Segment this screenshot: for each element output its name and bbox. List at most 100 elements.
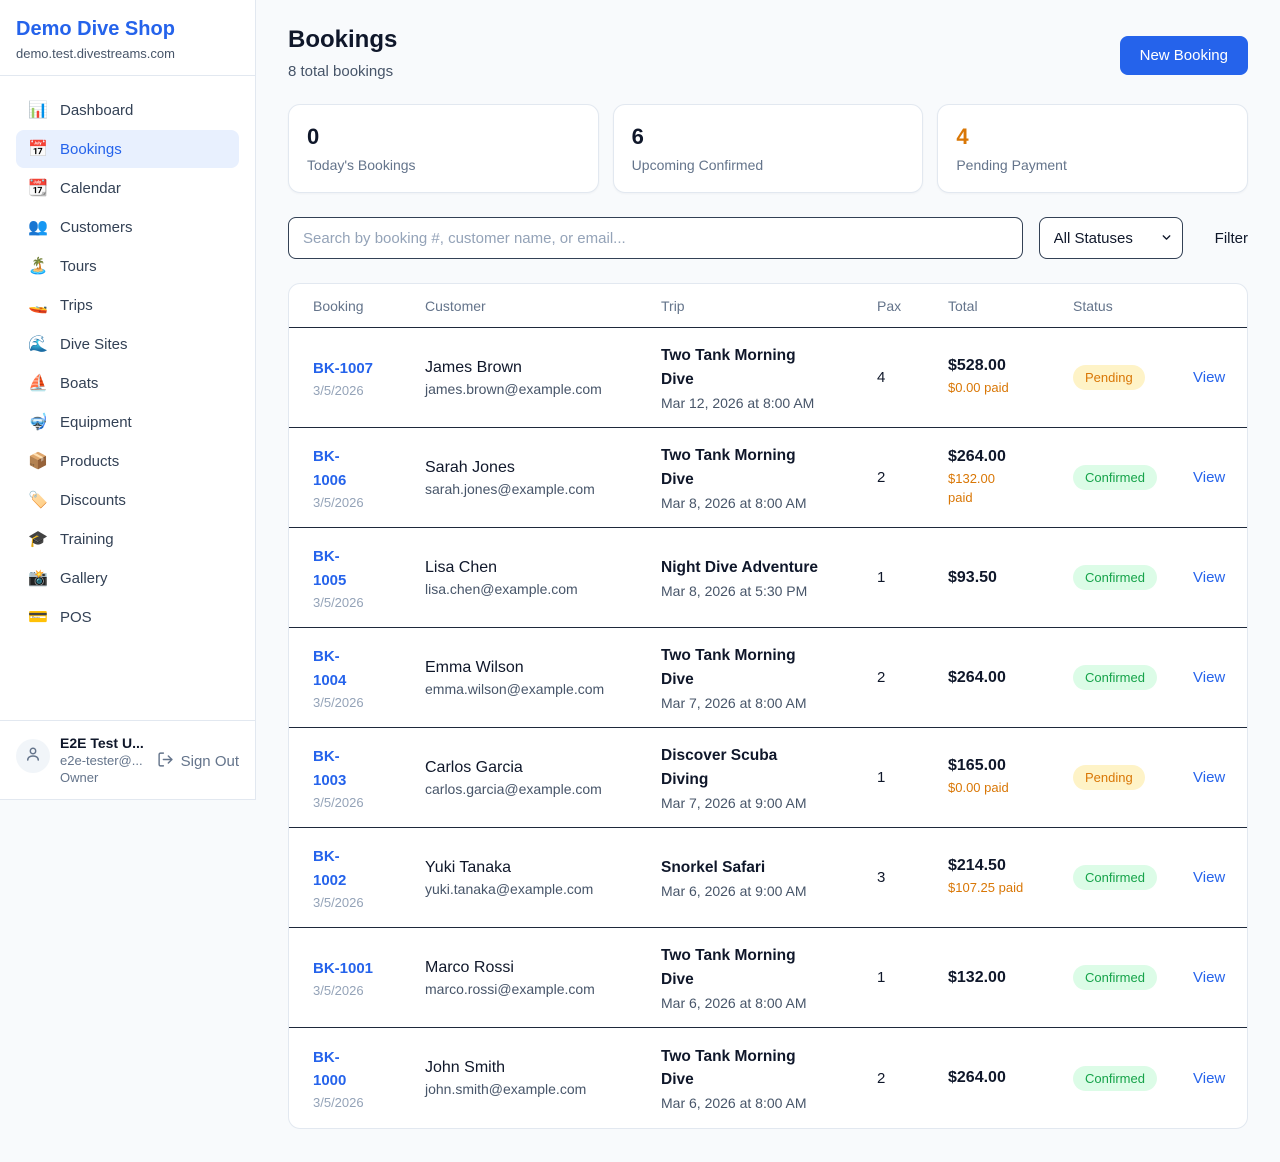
sidebar-nav: 📊 Dashboard 📅 Bookings 📆 Calendar 👥 Cust…: [0, 76, 255, 720]
sidebar-item-trips[interactable]: 🚤 Trips: [16, 286, 239, 324]
view-link[interactable]: View: [1193, 569, 1226, 586]
filter-button[interactable]: Filter: [1214, 229, 1248, 247]
new-booking-button[interactable]: New Booking: [1119, 36, 1248, 75]
sidebar-item-pos[interactable]: 💳 POS: [16, 598, 239, 636]
sidebar-item-training[interactable]: 🎓 Training: [16, 520, 239, 558]
nav-item-label: Tours: [60, 257, 97, 275]
nav-item-label: Products: [60, 452, 120, 470]
tag-icon: 🏷️: [28, 492, 48, 509]
view-link[interactable]: View: [1193, 669, 1226, 686]
customer-name: Carlos Garcia: [425, 758, 523, 776]
trip-cell: Two Tank Morning Dive Mar 6, 2026 at 8:0…: [661, 944, 877, 1011]
main-content: Bookings 8 total bookings New Booking 0 …: [256, 0, 1280, 1129]
sidebar-item-products[interactable]: 📦 Products: [16, 442, 239, 480]
booking-number-link[interactable]: BK-1007: [313, 359, 374, 377]
sidebar-item-bookings[interactable]: 📅 Bookings: [16, 130, 239, 168]
trip-cell: Snorkel Safari Mar 6, 2026 at 9:00 AM: [661, 856, 877, 899]
customer-email: yuki.tanaka@example.com: [425, 880, 594, 897]
trip-datetime: Mar 6, 2026 at 9:00 AM: [661, 883, 807, 900]
status-cell: Pending: [1073, 365, 1193, 390]
paid-amount: $107.25 paid: [948, 880, 1024, 896]
nav-item-label: Dive Sites: [60, 335, 128, 353]
stat-value: 0: [307, 124, 320, 149]
table-header-row: Booking Customer Trip Pax Total Status: [289, 284, 1247, 328]
user-role: Owner: [60, 770, 99, 785]
status-cell: Pending: [1073, 765, 1193, 790]
sidebar-item-dive-sites[interactable]: 🌊 Dive Sites: [16, 325, 239, 363]
stat-cards: 0 Today's Bookings 6 Upcoming Confirmed …: [288, 104, 1249, 193]
brand-header: Demo Dive Shop demo.test.divestreams.com: [0, 0, 255, 76]
status-badge: Pending: [1073, 765, 1145, 790]
customer-cell: Emma Wilson emma.wilson@example.com: [425, 659, 661, 697]
status-select[interactable]: All Statuses: [1038, 217, 1183, 259]
sidebar-item-customers[interactable]: 👥 Customers: [16, 208, 239, 246]
status-cell: Confirmed: [1073, 565, 1193, 590]
booking-cell: BK-1007 3/5/2026: [313, 357, 425, 398]
booking-date: 3/5/2026: [313, 383, 364, 399]
customer-email: lisa.chen@example.com: [425, 580, 578, 597]
trip-cell: Two Tank Morning Dive Mar 12, 2026 at 8:…: [661, 344, 877, 411]
booking-number-link[interactable]: BK- 1006: [313, 448, 347, 489]
customer-cell: Marco Rossi marco.rossi@example.com: [425, 959, 661, 997]
view-link[interactable]: View: [1193, 469, 1226, 486]
nav-item-label: Trips: [60, 296, 93, 314]
view-link[interactable]: View: [1193, 769, 1226, 786]
sidebar: Demo Dive Shop demo.test.divestreams.com…: [0, 0, 256, 800]
sidebar-item-gallery[interactable]: 📸 Gallery: [16, 559, 239, 597]
total-amount: $264.00: [948, 668, 1006, 686]
sidebar-item-equipment[interactable]: 🤿 Equipment: [16, 403, 239, 441]
trip-name: Two Tank Morning Dive: [661, 647, 796, 688]
trip-datetime: Mar 12, 2026 at 8:00 AM: [661, 394, 815, 411]
trip-cell: Night Dive Adventure Mar 8, 2026 at 5:30…: [661, 556, 877, 599]
view-link[interactable]: View: [1193, 1069, 1226, 1087]
sidebar-item-discounts[interactable]: 🏷️ Discounts: [16, 481, 239, 519]
nav-item-label: Dashboard: [60, 101, 134, 119]
column-header-total: Total: [948, 297, 978, 314]
table-row: BK- 1002 3/5/2026 Yuki Tanaka yuki.tanak…: [289, 828, 1247, 928]
booking-number-link[interactable]: BK- 1004: [313, 648, 347, 689]
sidebar-item-tours[interactable]: 🏝️ Tours: [16, 247, 239, 285]
trip-name: Two Tank Morning Dive: [661, 447, 796, 488]
customer-cell: Yuki Tanaka yuki.tanaka@example.com: [425, 859, 661, 897]
trip-datetime: Mar 6, 2026 at 8:00 AM: [661, 1095, 807, 1112]
nav-item-label: Boats: [60, 374, 99, 392]
user-email: e2e-tester@...: [60, 753, 143, 768]
sidebar-item-dashboard[interactable]: 📊 Dashboard: [16, 91, 239, 129]
table-row: BK- 1005 3/5/2026 Lisa Chen lisa.chen@ex…: [289, 528, 1247, 628]
view-link[interactable]: View: [1193, 969, 1226, 986]
booking-number-link[interactable]: BK-1001: [313, 959, 374, 977]
booking-date: 3/5/2026: [313, 794, 364, 810]
total-cell: $264.00: [948, 1069, 1073, 1087]
status-cell: Confirmed: [1073, 465, 1193, 490]
trip-cell: Two Tank Morning Dive Mar 8, 2026 at 8:0…: [661, 444, 877, 511]
customer-name: James Brown: [425, 358, 522, 376]
view-link[interactable]: View: [1193, 369, 1226, 386]
booking-cell: BK- 1005 3/5/2026: [313, 545, 425, 610]
booking-date: 3/5/2026: [313, 983, 364, 999]
booking-number-link[interactable]: BK- 1002: [313, 848, 347, 889]
trip-cell: Two Tank Morning Dive Mar 7, 2026 at 8:0…: [661, 644, 877, 711]
booking-number-link[interactable]: BK- 1003: [313, 748, 347, 789]
total-amount: $165.00: [948, 757, 1006, 775]
search-input[interactable]: [288, 217, 1023, 259]
status-cell: Confirmed: [1073, 1065, 1193, 1091]
total-cell: $165.00 $0.00 paid: [948, 757, 1073, 798]
table-row: BK- 1004 3/5/2026 Emma Wilson emma.wilso…: [289, 628, 1247, 728]
booking-number-link[interactable]: BK- 1000: [313, 1048, 347, 1089]
sidebar-user-section: E2E Test U... e2e-tester@... Owner Sign …: [0, 720, 255, 799]
calendar-icon: 📅: [28, 141, 48, 158]
sidebar-item-calendar[interactable]: 📆 Calendar: [16, 169, 239, 207]
trip-name: Night Dive Adventure: [661, 558, 819, 576]
total-amount: $132.00: [948, 968, 1006, 986]
sign-out-button[interactable]: Sign Out: [157, 751, 239, 772]
pax-cell: 1: [877, 569, 886, 586]
booking-number-link[interactable]: BK- 1005: [313, 548, 347, 589]
customer-email: john.smith@example.com: [425, 1081, 587, 1097]
view-link[interactable]: View: [1193, 869, 1226, 886]
status-badge: Confirmed: [1073, 1065, 1157, 1091]
customer-email: emma.wilson@example.com: [425, 680, 605, 697]
status-cell: Confirmed: [1073, 965, 1193, 990]
paid-amount: $0.00 paid: [948, 380, 1009, 396]
sidebar-item-boats[interactable]: ⛵ Boats: [16, 364, 239, 402]
page-header: Bookings 8 total bookings New Booking: [288, 26, 1248, 80]
